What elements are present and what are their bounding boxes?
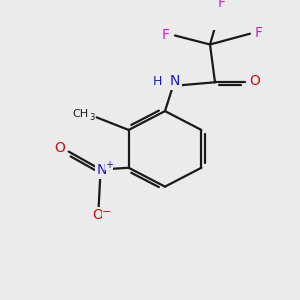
Text: −: − <box>102 207 111 217</box>
Text: O: O <box>54 141 65 155</box>
Text: O: O <box>250 74 260 88</box>
Text: +: + <box>105 160 112 170</box>
Text: O: O <box>92 208 103 222</box>
Text: N: N <box>170 74 180 88</box>
Text: CH: CH <box>73 109 88 119</box>
Text: F: F <box>255 26 263 40</box>
Text: F: F <box>162 28 170 42</box>
Text: F: F <box>218 0 226 10</box>
Text: 3: 3 <box>90 113 95 122</box>
Text: H: H <box>152 75 162 88</box>
Text: N: N <box>96 164 107 177</box>
